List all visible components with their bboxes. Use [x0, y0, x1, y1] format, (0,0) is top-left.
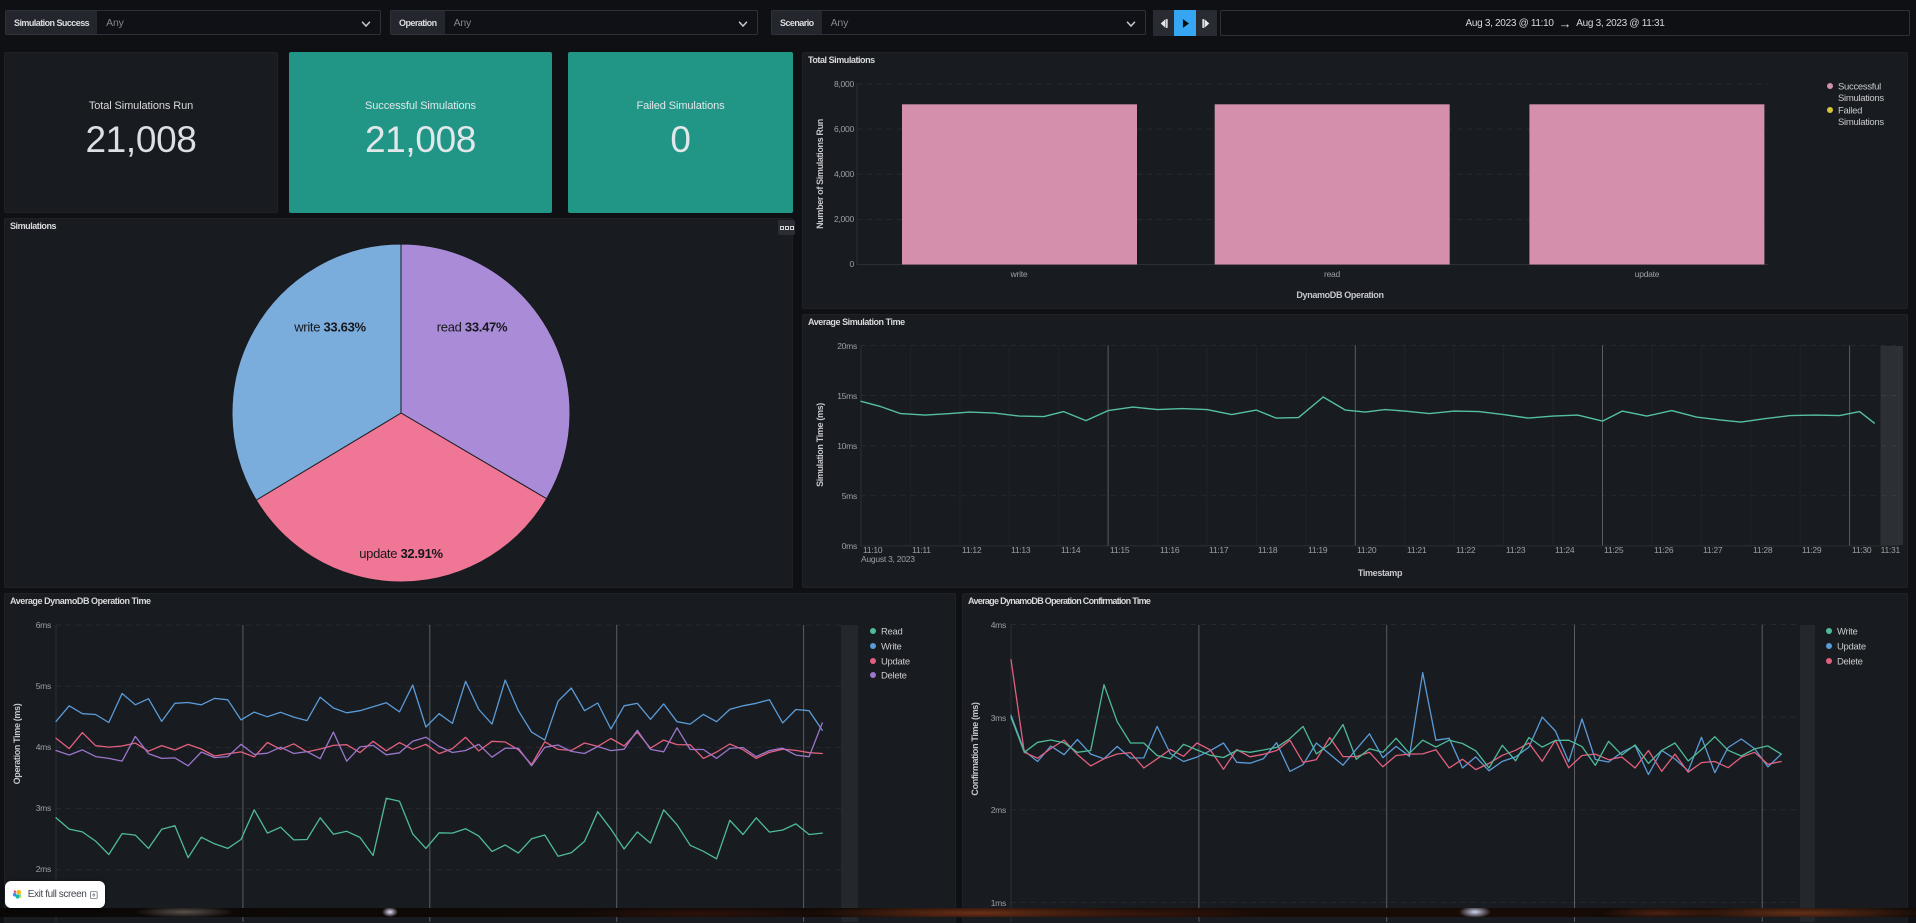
svg-text:Read: Read	[881, 627, 903, 638]
svg-text:DynamoDB Operation: DynamoDB Operation	[1296, 290, 1383, 300]
svg-text:Write: Write	[1837, 627, 1858, 638]
svg-text:11:13: 11:13	[1011, 545, 1031, 555]
svg-text:write 33.63%: write 33.63%	[293, 320, 366, 335]
svg-text:0: 0	[850, 259, 855, 269]
svg-text:11:25: 11:25	[1604, 545, 1624, 555]
svg-text:11:12: 11:12	[962, 545, 982, 555]
svg-text:11:18: 11:18	[1258, 545, 1278, 555]
svg-text:Simulations: Simulations	[1838, 117, 1884, 128]
svg-text:11:28: 11:28	[1753, 545, 1773, 555]
svg-text:5ms: 5ms	[842, 491, 857, 501]
svg-text:Operation Time (ms): Operation Time (ms)	[12, 703, 22, 784]
svg-text:11:31: 11:31	[1881, 545, 1901, 555]
svg-text:update 32.91%: update 32.91%	[359, 546, 443, 561]
svg-text:2,000: 2,000	[834, 214, 855, 224]
svg-text:3ms: 3ms	[991, 713, 1006, 723]
svg-text:11:11: 11:11	[912, 545, 931, 555]
svg-text:3ms: 3ms	[36, 803, 51, 813]
svg-text:8,000: 8,000	[834, 79, 855, 89]
svg-text:11:29: 11:29	[1802, 545, 1822, 555]
svg-text:Number of Simulations Run: Number of Simulations Run	[815, 119, 825, 229]
svg-text:5ms: 5ms	[36, 681, 51, 691]
svg-text:update: update	[1635, 269, 1660, 279]
svg-text:11:16: 11:16	[1160, 545, 1180, 555]
svg-text:Simulations: Simulations	[1838, 93, 1884, 104]
svg-text:11:19: 11:19	[1308, 545, 1328, 555]
svg-text:Update: Update	[1837, 642, 1866, 653]
svg-text:20ms: 20ms	[837, 341, 857, 351]
svg-text:11:30: 11:30	[1852, 545, 1872, 555]
svg-text:Delete: Delete	[1837, 657, 1863, 668]
svg-text:2ms: 2ms	[991, 805, 1006, 815]
svg-text:read: read	[1324, 269, 1341, 279]
svg-text:11:15: 11:15	[1110, 545, 1130, 555]
svg-text:Delete: Delete	[881, 671, 907, 682]
svg-text:4ms: 4ms	[36, 742, 51, 752]
svg-text:Simulation Time (ms): Simulation Time (ms)	[815, 403, 825, 487]
svg-text:August 3, 2023: August 3, 2023	[861, 554, 915, 564]
svg-text:Update: Update	[881, 657, 910, 668]
svg-text:11:26: 11:26	[1654, 545, 1674, 555]
svg-text:0ms: 0ms	[842, 541, 857, 551]
svg-text:6,000: 6,000	[834, 124, 855, 134]
svg-text:11:20: 11:20	[1357, 545, 1377, 555]
svg-text:10ms: 10ms	[837, 441, 857, 451]
svg-text:Write: Write	[881, 642, 902, 653]
svg-text:11:23: 11:23	[1506, 545, 1526, 555]
svg-text:1ms: 1ms	[991, 898, 1006, 908]
svg-text:Failed: Failed	[1838, 106, 1862, 117]
svg-text:11:27: 11:27	[1703, 545, 1723, 555]
svg-text:11:10: 11:10	[863, 545, 883, 555]
svg-text:11:17: 11:17	[1209, 545, 1229, 555]
svg-text:15ms: 15ms	[837, 391, 857, 401]
svg-text:4,000: 4,000	[834, 169, 855, 179]
svg-text:6ms: 6ms	[36, 620, 51, 630]
svg-text:Timestamp: Timestamp	[1358, 568, 1403, 578]
svg-text:write: write	[1010, 269, 1028, 279]
svg-text:11:14: 11:14	[1061, 545, 1081, 555]
svg-text:11:24: 11:24	[1555, 545, 1575, 555]
svg-text:4ms: 4ms	[991, 620, 1006, 630]
svg-text:read 33.47%: read 33.47%	[437, 320, 508, 335]
svg-text:Confirmation Time (ms): Confirmation Time (ms)	[970, 702, 980, 795]
svg-text:Successful: Successful	[1838, 82, 1881, 93]
svg-text:11:22: 11:22	[1456, 545, 1476, 555]
svg-text:11:21: 11:21	[1407, 545, 1427, 555]
svg-text:2ms: 2ms	[36, 864, 51, 874]
